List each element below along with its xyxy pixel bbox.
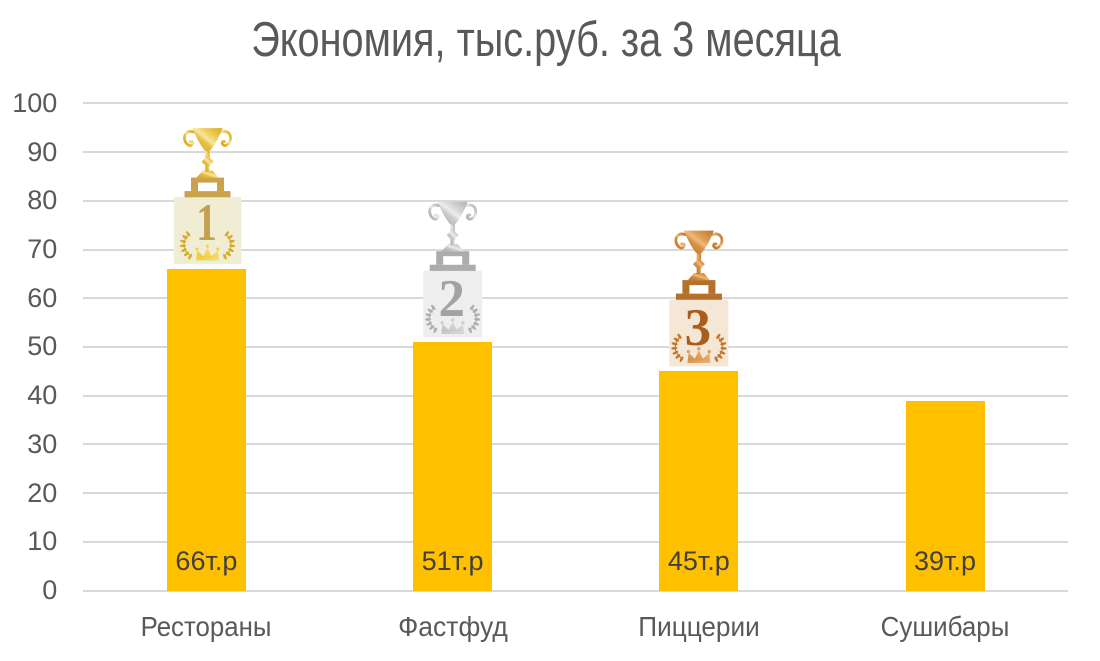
svg-text:1: 1 bbox=[196, 194, 217, 252]
